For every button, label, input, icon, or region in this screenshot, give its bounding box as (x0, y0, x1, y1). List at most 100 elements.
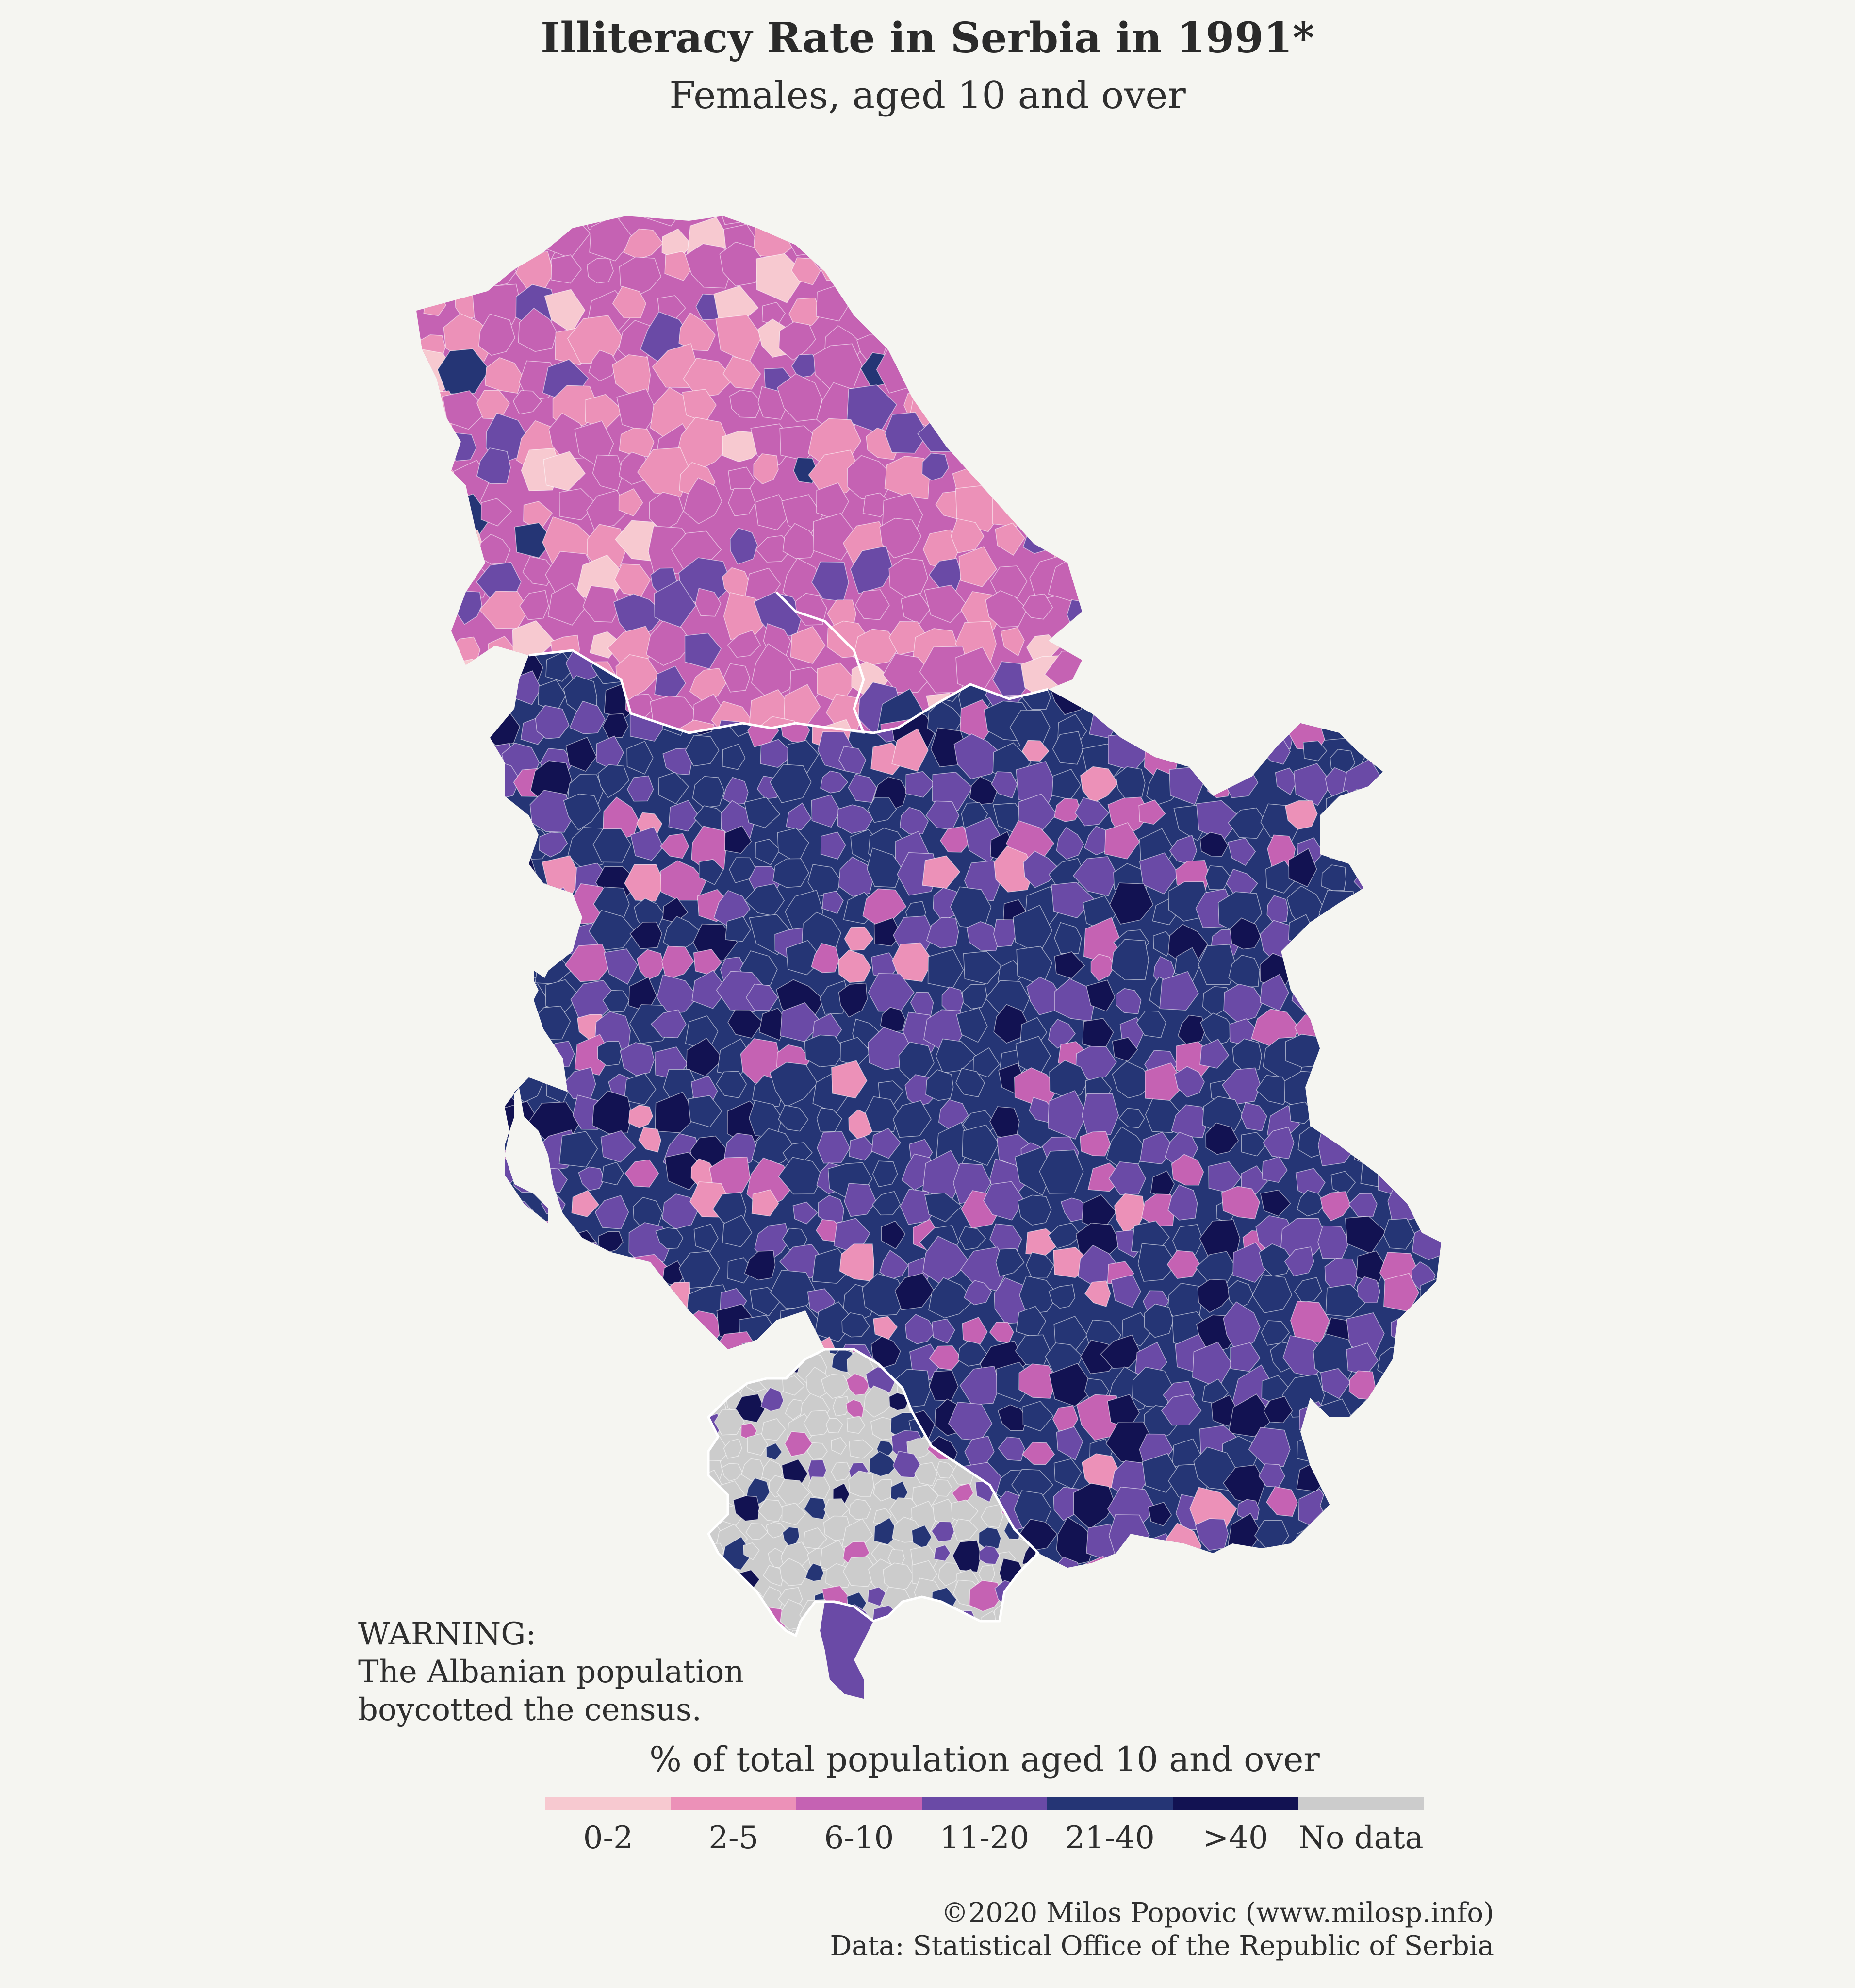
municipality-patch (1311, 1096, 1360, 1134)
municipality-patch (1263, 650, 1304, 691)
legend-color-bar (545, 1797, 1424, 1810)
municipality-patch (382, 734, 420, 769)
municipality-patch (1081, 1453, 1120, 1491)
municipality-patch (688, 1095, 722, 1127)
municipality-patch (870, 1627, 891, 1636)
municipality-patch (1083, 650, 1120, 683)
municipality-patch (460, 1320, 484, 1347)
municipality-patch (742, 1542, 760, 1560)
municipality-patch (892, 278, 929, 317)
municipality-patch (591, 1551, 627, 1568)
municipality-patch (370, 565, 411, 607)
municipality-patch (934, 1544, 951, 1562)
municipality-patch (534, 922, 575, 957)
municipality-patch (1228, 650, 1257, 657)
municipality-patch (755, 839, 780, 866)
municipality-patch (1058, 314, 1082, 352)
municipality-patch (539, 1241, 585, 1288)
municipality-patch (1080, 766, 1119, 804)
municipality-patch (1145, 1062, 1185, 1102)
municipality-patch (416, 382, 430, 421)
municipality-patch (626, 775, 654, 802)
municipality-patch (545, 979, 580, 1012)
municipality-patch (1275, 767, 1298, 795)
municipality-patch (729, 857, 757, 883)
municipality-patch (490, 1186, 504, 1214)
municipality-patch (1321, 864, 1346, 891)
region-vojvodina (370, 216, 1082, 769)
municipality-patch (689, 1558, 721, 1568)
municipality-patch (721, 1463, 743, 1482)
municipality-patch (825, 1418, 843, 1434)
municipality-patch (449, 677, 474, 706)
municipality-patch (820, 770, 848, 794)
municipality-patch (1241, 1102, 1267, 1131)
municipality-patch (776, 1479, 810, 1505)
legend-swatch (1047, 1797, 1173, 1810)
municipality-patch (1356, 900, 1390, 927)
municipality-patch (862, 216, 900, 222)
municipality-patch (416, 648, 463, 696)
municipality-patch (1407, 1435, 1441, 1479)
municipality-patch (530, 1402, 577, 1445)
municipality-patch (1319, 1489, 1354, 1523)
municipality-patch (791, 216, 826, 230)
municipality-patch (1417, 961, 1441, 985)
legend-swatch (1298, 1797, 1424, 1810)
municipality-patch (592, 454, 624, 491)
municipality-patch (1030, 457, 1073, 498)
municipality-patch (459, 1402, 482, 1428)
municipality-patch (985, 590, 1028, 628)
municipality-patch (1266, 1486, 1298, 1517)
municipality-patch (1148, 1502, 1172, 1526)
municipality-patch (1418, 850, 1441, 889)
municipality-patch (778, 321, 816, 361)
municipality-patch (619, 427, 655, 457)
municipality-patch (1259, 1243, 1293, 1277)
municipality-patch (1255, 1075, 1293, 1105)
region-central-serbia (448, 650, 1441, 1568)
municipality-patch (730, 528, 758, 565)
municipality-patch (1371, 1552, 1411, 1568)
municipality-patch (678, 1418, 700, 1441)
municipality-patch (1415, 1096, 1441, 1127)
municipality-patch (880, 1007, 906, 1032)
municipality-patch (1356, 1250, 1386, 1286)
municipality-patch (1263, 1396, 1293, 1424)
municipality-patch (963, 951, 1002, 985)
municipality-patch (728, 488, 756, 516)
municipality-patch (454, 1133, 480, 1160)
municipality-patch (688, 1343, 733, 1386)
municipality-patch (1255, 681, 1299, 721)
municipality-patch (962, 984, 988, 1010)
municipality-patch (1388, 954, 1417, 979)
municipality-patch (1171, 730, 1211, 766)
municipality-patch (1351, 952, 1375, 979)
municipality-patch (925, 1069, 954, 1101)
municipality-patch (984, 362, 1033, 407)
municipality-patch (747, 1433, 768, 1456)
municipality-patch (490, 1464, 507, 1494)
municipality-patch (745, 1523, 769, 1540)
municipality-patch (1387, 918, 1422, 953)
municipality-patch (931, 1521, 955, 1542)
municipality-patch (626, 741, 654, 775)
municipality-patch (817, 1131, 851, 1164)
copyright-line: ©2020 Milos Popovic (www.milosp.info) (941, 1897, 1494, 1929)
municipality-patch (448, 975, 478, 1007)
municipality-patch (418, 561, 449, 586)
municipality-patch (988, 380, 1031, 425)
municipality-patch (846, 1416, 866, 1434)
municipality-patch (1319, 1073, 1347, 1096)
municipality-patch (1048, 1090, 1088, 1140)
municipality-patch (927, 949, 964, 989)
municipality-patch (997, 1624, 1030, 1636)
municipality-patch (416, 589, 418, 634)
municipality-patch (1263, 1127, 1295, 1160)
legend-swatch (671, 1797, 797, 1810)
municipality-patch (791, 354, 821, 379)
municipality-patch (1325, 650, 1370, 690)
municipality-patch (1351, 1552, 1393, 1568)
municipality-patch (1104, 822, 1140, 860)
municipality-patch (485, 357, 523, 394)
